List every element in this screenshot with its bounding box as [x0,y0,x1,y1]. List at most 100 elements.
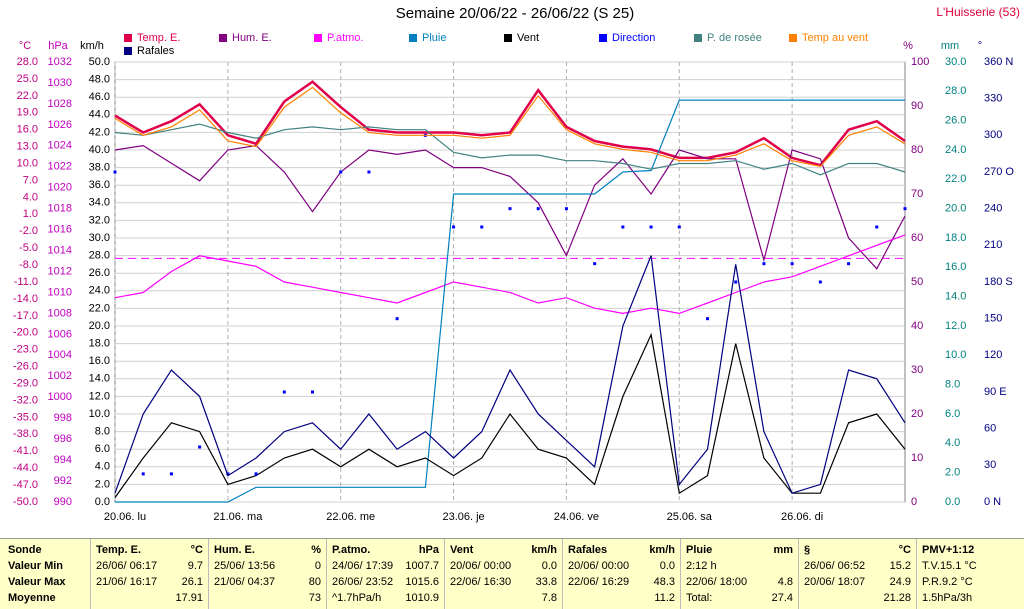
direction-dot [452,225,456,229]
table-cell: Valeur Max [8,576,66,588]
table-cell: 26/06/ 06:52 [804,560,866,572]
table-cell: km/h [649,544,675,556]
y-tick-label: -50.0 [13,496,38,508]
table-cell: 27.4 [771,592,793,604]
y-tick-label: 14.0 [945,291,966,303]
table-cell: P.R.9.2 °C [922,576,973,588]
y-tick-label: 10.0 [89,408,110,420]
y-tick-label: 996 [54,433,72,445]
y-tick-label: 998 [54,412,72,424]
direction-dot [875,225,879,229]
table-cell: 0.0 [541,560,557,572]
table-cell: § [804,544,811,556]
table-cell: Sonde [8,544,42,556]
y-tick-label: 13.0 [17,141,38,153]
table-cell: 4.8 [777,576,793,588]
y-tick-label: 2.0 [945,467,960,479]
table-column: Vent km/h 20/06/ 00:00 0.0 22/06/ 16:30 33.8 7… [444,539,563,609]
table-cell: Vent [450,544,474,556]
y-tick-label: 16.0 [945,261,966,273]
x-tick-label: 23.06. je [442,511,484,523]
y-tick-label: 70 [911,188,923,200]
table-column: Hum. E.% 25/06/ 13:56 0 21/06/ 04:37 80 73 [208,539,327,609]
table-column: Sonde Valeur Min Valeur Max Moyenne [0,539,90,609]
legend-label: Temp au vent [802,32,868,44]
y-tick-label: -5.0 [19,242,38,254]
direction-dot [593,262,597,266]
y-tick-label: 8.0 [95,426,110,438]
y-tick-label: 20 [911,408,923,420]
y-tick-label: 24.0 [945,144,966,156]
x-tick-label: 26.06. di [781,511,823,523]
table-cell: 80 [308,576,321,588]
x-tick-label: 22.06. me [326,511,375,523]
table-cell: 24/06/ 17:39 [332,560,394,572]
table-column: § °C 26/06/ 06:52 15.2 20/06/ 18:07 24.9 21.28 [798,539,917,609]
y-tick-label: 24.0 [89,285,110,297]
y-tick-label: -17.0 [13,310,38,322]
legend-swatch [124,47,132,55]
y-tick-label: -35.0 [13,411,38,423]
y-tick-label: 18.0 [945,232,966,244]
y-tick-label: 42.0 [89,126,110,138]
table-cell: 26/06/ 06:17 [96,560,158,572]
table-cell: 22/06/ 18:00 [686,576,748,588]
legend-swatch [599,34,607,42]
series-line [114,332,906,498]
direction-dot [818,280,822,284]
table-cell: 15.2 [889,560,911,572]
series-line [114,255,906,494]
direction-dot [621,225,625,229]
y-tick-label: 10.0 [945,349,966,361]
table-cell: ^1.7hPa/h [332,592,382,604]
legend-label: Pluie [422,32,446,44]
direction-dot [198,445,202,449]
direction-dot [847,262,851,266]
table-cell: 2:12 h [686,560,717,572]
y-tick-label: 38.0 [89,162,110,174]
y-tick-label: 30 [984,459,996,471]
y-tick-label: 994 [54,454,72,466]
table-cell: Rafales [568,544,608,556]
direction-dot [141,472,145,476]
y-tick-label: 1026 [48,119,72,131]
legend-swatch [504,34,512,42]
legend-swatch [124,34,132,42]
y-tick-label: 46.0 [89,91,110,103]
table-cell: 21/06/ 16:17 [96,576,158,588]
axis-unit: hPa [48,40,68,52]
table-cell: 20/06/ 00:00 [568,560,630,572]
axis-unit: % [903,40,913,52]
y-tick-label: 180 S [984,276,1013,288]
y-tick-label: 26.0 [89,267,110,279]
y-tick-label: 1008 [48,307,72,319]
y-tick-label: 30.0 [945,56,966,68]
table-cell: 20/06/ 18:07 [804,576,866,588]
axis-unit: km/h [80,40,104,52]
direction-dot [734,280,738,284]
axis-unit: mm [941,40,959,52]
direction-dot [339,170,343,174]
table-cell: °C [898,544,911,556]
table-cell: 0 [314,560,321,572]
y-tick-label: 28.0 [17,56,38,68]
plot-area [114,61,906,503]
direction-dot [790,262,794,266]
y-tick-label: 90 E [984,386,1007,398]
x-tick-label: 20.06. lu [104,511,146,523]
y-tick-label: -14.0 [13,293,38,305]
y-tick-label: 12.0 [89,390,110,402]
y-tick-label: 25.0 [17,73,38,85]
direction-dot [762,262,766,266]
legend-label: P.atmo. [327,32,364,44]
station: L'Huisserie (53) [936,5,1020,19]
y-tick-label: -2.0 [19,225,38,237]
legend-swatch [409,34,417,42]
direction-dot [282,390,286,394]
y-tick-label: 150 [984,313,1002,325]
y-tick-label: 330 [984,93,1002,105]
y-tick-label: 0.0 [95,496,110,508]
table-cell: 9.7 [187,560,203,572]
legend-swatch [789,34,797,42]
y-tick-label: 0 N [984,496,1001,508]
